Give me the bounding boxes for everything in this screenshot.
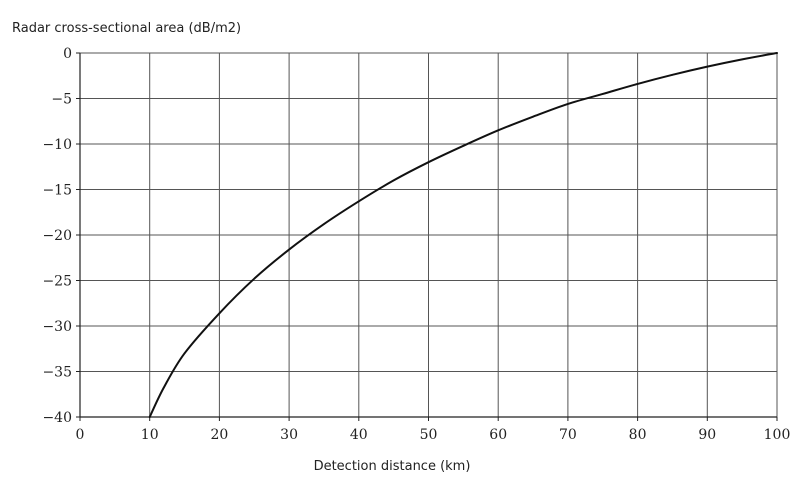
series-point [323, 223, 325, 225]
x-tick-label: 60 [489, 427, 507, 443]
series-point [776, 52, 778, 54]
series-point [636, 83, 639, 85]
y-tick-label: −10 [42, 137, 72, 153]
x-tick-label: 70 [559, 427, 577, 443]
series-point [288, 248, 290, 251]
series-layer [148, 52, 778, 418]
series-point [497, 129, 500, 132]
series-point [567, 103, 569, 105]
series-point [358, 200, 360, 203]
axes [76, 52, 778, 421]
tick-labels: 0 10 20 30 40 50 60 70 80 90 100 0 −5 −10 −15 −20 −25 −30… [42, 46, 790, 443]
x-tick-label: 20 [210, 427, 228, 443]
y-tick-label: −30 [42, 319, 72, 335]
series-point [183, 352, 186, 355]
series-point [253, 277, 256, 280]
x-tick-label: 80 [629, 427, 647, 443]
series-line [148, 52, 778, 418]
series-point [532, 115, 534, 118]
y-tick-label: −25 [42, 274, 72, 290]
x-tick-label: 90 [698, 427, 716, 443]
y-axis-title: Radar cross-sectional area (dB/m2) [12, 21, 241, 36]
y-tick-label: −40 [42, 410, 72, 426]
x-tick-label: 40 [350, 427, 368, 443]
y-tick-label: 0 [63, 46, 72, 62]
series-point [462, 145, 465, 147]
y-tick-label: −5 [51, 92, 72, 108]
grid [80, 52, 778, 417]
series-point [162, 387, 165, 389]
series-point [218, 312, 221, 315]
series-point [706, 65, 709, 68]
series-point [741, 58, 743, 61]
y-tick-label: −20 [42, 228, 72, 244]
x-tick-label: 100 [764, 427, 791, 443]
series-point [427, 161, 430, 163]
x-tick-label: 50 [420, 427, 438, 443]
series-point [392, 179, 395, 182]
x-tick-label: 30 [280, 427, 298, 443]
x-tick-label: 0 [76, 427, 85, 443]
series-point [601, 93, 604, 95]
series-point [148, 416, 151, 418]
x-axis-title: Detection distance (km) [314, 459, 471, 474]
y-tick-label: −35 [42, 365, 72, 381]
y-tick-label: −15 [42, 183, 72, 199]
series-point [671, 74, 674, 76]
x-tick-label: 10 [141, 427, 159, 443]
